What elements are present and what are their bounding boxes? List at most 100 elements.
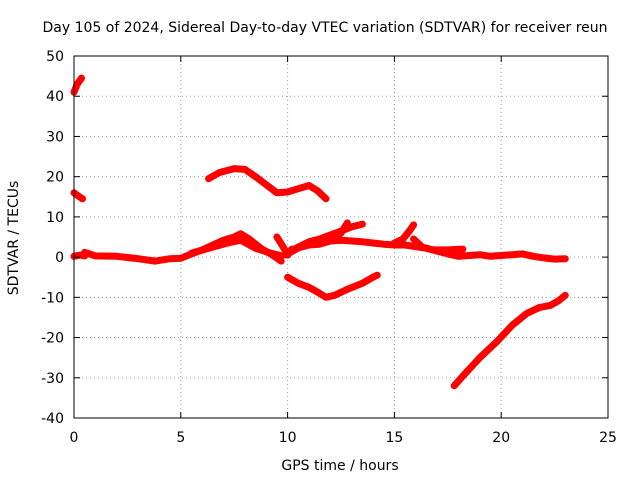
data-point <box>224 239 231 247</box>
y-tick-label: 50 <box>46 49 64 65</box>
data-point <box>273 233 281 241</box>
data-point <box>401 241 409 249</box>
data-point <box>295 185 302 192</box>
data-point <box>295 244 302 252</box>
data-point <box>391 239 398 247</box>
data-point <box>252 173 259 180</box>
data-point <box>267 249 274 257</box>
data-point <box>359 280 366 287</box>
chart-title: Day 105 of 2024, Sidereal Day-to-day VTE… <box>42 20 607 36</box>
data-point <box>348 237 355 245</box>
data-point <box>399 235 407 243</box>
y-tick-label: -20 <box>41 331 64 347</box>
data-point <box>380 241 387 248</box>
data-point <box>444 246 451 254</box>
data-point <box>455 253 462 260</box>
data-point <box>241 166 249 173</box>
data-point <box>369 239 377 247</box>
data-point <box>252 245 259 252</box>
x-tick-label: 0 <box>70 430 79 446</box>
data-point <box>487 253 494 260</box>
data-point <box>166 255 174 262</box>
data-point <box>331 292 338 299</box>
data-point <box>476 251 483 258</box>
data-point <box>280 243 287 251</box>
data-point <box>152 257 159 265</box>
data-point <box>284 274 291 281</box>
data-point <box>237 237 244 244</box>
y-tick-label: 30 <box>46 129 64 145</box>
data-point <box>284 188 291 196</box>
data-point <box>461 370 469 377</box>
data-point <box>79 195 86 202</box>
data-point <box>540 254 548 262</box>
data-point <box>74 81 81 88</box>
y-tick-label: 20 <box>46 170 64 186</box>
data-point <box>205 175 212 182</box>
data-point <box>547 302 554 309</box>
x-tick-label: 15 <box>385 430 403 446</box>
data-point <box>305 182 313 189</box>
y-tick-label: -40 <box>41 411 64 427</box>
data-point <box>316 241 323 248</box>
x-tick-label: 5 <box>176 430 185 446</box>
data-point <box>263 181 270 188</box>
data-point <box>209 243 216 251</box>
y-tick-label: 40 <box>46 89 64 105</box>
data-point <box>410 221 417 229</box>
data-point <box>476 354 483 361</box>
data-point <box>410 235 417 243</box>
data-point <box>327 237 334 245</box>
data-point <box>134 255 142 262</box>
data-point <box>337 229 345 237</box>
data-point <box>551 255 558 263</box>
data-point <box>177 255 184 262</box>
data-point <box>273 189 281 196</box>
data-point <box>406 227 413 235</box>
y-axis-ticks: -40 -30 -20 -10 0 10 20 30 40 50 <box>41 49 608 427</box>
data-point <box>523 310 530 317</box>
data-point <box>305 284 313 291</box>
data-point <box>231 165 238 172</box>
data-point <box>419 243 426 251</box>
data-point <box>459 245 466 253</box>
series-arc-11 <box>390 221 418 247</box>
data-point <box>316 290 323 297</box>
data-point <box>536 304 543 311</box>
y-tick-label: -30 <box>41 371 64 387</box>
data-point <box>519 250 526 258</box>
x-axis-label: GPS time / hours <box>281 458 398 474</box>
data-point <box>451 382 458 389</box>
x-tick-label: 10 <box>279 430 297 446</box>
data-point <box>555 297 563 304</box>
data-point <box>498 252 505 259</box>
data-point <box>188 249 195 257</box>
data-point <box>530 253 537 260</box>
data-point <box>429 246 436 254</box>
data-point <box>216 169 223 176</box>
y-tick-label: 10 <box>46 210 64 226</box>
data-point <box>562 292 569 299</box>
x-tick-label: 25 <box>599 430 617 446</box>
data-point <box>113 253 120 260</box>
data-point <box>78 74 85 82</box>
data-point <box>359 238 366 245</box>
data-point <box>295 280 302 287</box>
data-point <box>466 252 473 259</box>
series-arc-14 <box>450 291 569 390</box>
x-axis-ticks: 0 5 10 15 20 25 <box>70 56 617 446</box>
plot-frame <box>73 55 609 419</box>
y-tick-label: 0 <box>55 250 64 266</box>
data-point <box>562 255 569 262</box>
data-point <box>508 251 516 258</box>
series-arc-13 <box>284 271 381 301</box>
data-point <box>237 230 244 237</box>
y-axis-label: SDTVAR / TECUs <box>6 181 22 296</box>
data-point <box>374 272 381 279</box>
data-point <box>348 223 355 231</box>
data-point <box>493 338 501 345</box>
data-point <box>322 294 330 301</box>
data-point <box>314 187 321 194</box>
series-layer <box>70 74 569 390</box>
